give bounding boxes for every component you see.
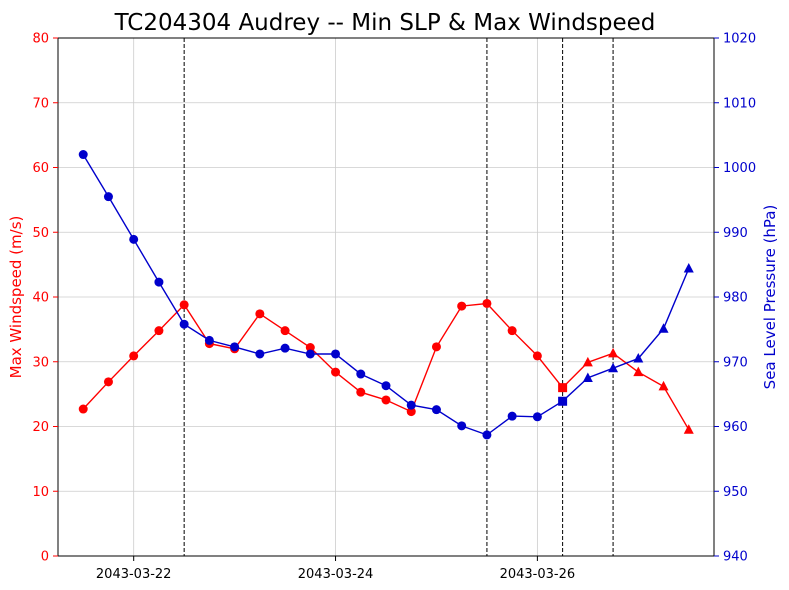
- y-right-tick-label: 950: [723, 485, 748, 500]
- series-layer: [78, 150, 694, 440]
- y-axis-right-label: Sea Level Pressure (hPa): [761, 205, 779, 390]
- windspeed-point: [381, 395, 391, 405]
- chart-title: TC204304 Audrey -- Min SLP & Max Windspe…: [114, 10, 656, 36]
- windspeed-point: [608, 347, 619, 358]
- pressure-point: [103, 192, 113, 202]
- windspeed-point: [582, 356, 593, 367]
- pressure-point: [305, 349, 315, 359]
- pressure-point: [658, 323, 669, 333]
- windspeed-point: [482, 298, 492, 308]
- y-left-tick-label: 60: [32, 161, 49, 176]
- pressure-point: [457, 421, 467, 431]
- pressure-point: [230, 342, 240, 352]
- pressure-point: [582, 372, 593, 382]
- windspeed-point: [633, 366, 644, 377]
- y-right-tick-label: 1020: [723, 32, 756, 47]
- event-lines: [183, 38, 614, 556]
- windspeed-point: [179, 300, 189, 310]
- pressure-point: [608, 362, 619, 373]
- pressure-point: [154, 277, 164, 287]
- pressure-line: [82, 154, 690, 436]
- y-left-tick-label: 80: [32, 32, 49, 47]
- y-right-tick-label: 980: [723, 291, 748, 306]
- pressure-point: [78, 150, 88, 160]
- y-right-tick-label: 1000: [723, 161, 756, 176]
- pressure-point: [179, 319, 189, 329]
- x-tick-label: 2043-03-26: [500, 567, 576, 582]
- pressure-point: [129, 234, 139, 244]
- x-tick-label: 2043-03-24: [298, 567, 374, 582]
- windspeed-point: [356, 387, 366, 397]
- pressure-point: [204, 335, 214, 345]
- windspeed-point: [154, 326, 164, 336]
- windspeed-point: [406, 407, 416, 417]
- y-left-tick-label: 0: [41, 550, 49, 565]
- y-left-tick-label: 20: [32, 420, 49, 435]
- pressure-point: [683, 263, 694, 273]
- windspeed-point: [129, 351, 139, 361]
- pressure-point: [406, 400, 416, 410]
- windspeed-point: [457, 301, 467, 311]
- windspeed-point: [658, 380, 669, 391]
- pressure-point: [633, 353, 644, 363]
- pressure-point: [482, 430, 492, 440]
- y-right-tick-label: 940: [723, 550, 748, 565]
- windspeed-point: [305, 343, 315, 353]
- y-right-tick-label: 960: [723, 420, 748, 435]
- x-tick-label: 2043-03-22: [96, 567, 172, 582]
- y-right-tick-label: 970: [723, 355, 748, 370]
- y-left-tick-label: 40: [32, 291, 49, 306]
- pressure-point: [280, 343, 290, 353]
- y-left-tick-label: 30: [32, 355, 49, 370]
- windspeed-point: [532, 351, 542, 361]
- windspeed-point: [331, 367, 341, 377]
- y-right-tick-label: 990: [723, 226, 748, 241]
- pressure-point: [381, 381, 391, 391]
- windspeed-point: [255, 309, 265, 319]
- axes-layer: 0102030405060708094095096097098099010001…: [32, 32, 756, 583]
- windspeed-point: [507, 326, 517, 336]
- windspeed-line: [82, 302, 690, 431]
- pressure-point: [532, 412, 542, 422]
- windspeed-point: [683, 424, 694, 434]
- pressure-point: [331, 349, 341, 359]
- windspeed-point: [78, 404, 88, 414]
- pressure-point: [558, 396, 568, 406]
- windspeed-point: [103, 377, 113, 387]
- y-left-tick-label: 50: [32, 226, 49, 241]
- y-right-tick-label: 1010: [723, 96, 756, 111]
- windspeed-point: [558, 383, 568, 393]
- pressure-point: [255, 349, 265, 359]
- windspeed-point: [280, 326, 290, 336]
- windspeed-point: [431, 342, 441, 352]
- pressure-point: [507, 411, 517, 421]
- pressure-point: [431, 405, 441, 415]
- y-left-tick-label: 70: [32, 96, 49, 111]
- grid-layer: [58, 38, 714, 556]
- pressure-point: [356, 369, 366, 379]
- y-axis-left-label: Max Windspeed (m/s): [7, 216, 25, 379]
- y-left-tick-label: 10: [32, 485, 49, 500]
